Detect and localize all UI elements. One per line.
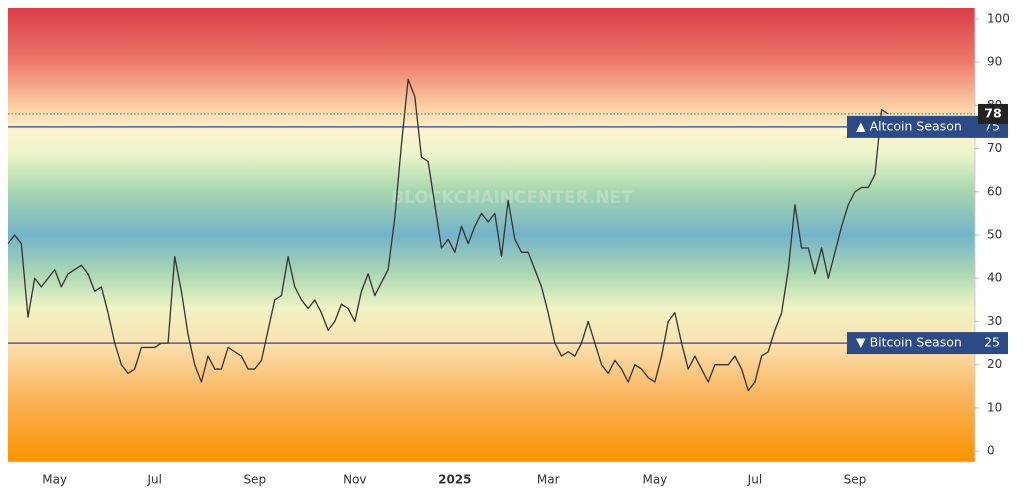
x-tick-label: May — [42, 473, 67, 487]
x-tick-label: Sep — [243, 473, 266, 487]
threshold-label: ▲ Altcoin Season — [856, 118, 962, 133]
threshold-value: 25 — [984, 335, 1000, 350]
x-tick-label: Sep — [844, 473, 867, 487]
x-tick-label: Jul — [747, 473, 762, 487]
y-tick-label: 100 — [987, 11, 1010, 25]
x-tick-label: Mar — [537, 473, 560, 487]
threshold-label-box — [847, 332, 1008, 355]
x-tick-label: May — [642, 473, 667, 487]
plot-background — [8, 8, 975, 462]
threshold-label: ▼ Bitcoin Season — [856, 335, 962, 350]
y-tick-label: 90 — [987, 55, 1002, 69]
current-value-label: 78 — [984, 105, 1001, 120]
y-tick-label: 50 — [987, 228, 1002, 242]
x-tick-label: 2025 — [438, 473, 471, 487]
x-tick-label: Nov — [343, 473, 366, 487]
x-tick-label: Jul — [146, 473, 161, 487]
y-tick-label: 40 — [987, 271, 1002, 285]
y-tick-label: 0 — [987, 444, 995, 458]
y-tick-label: 60 — [987, 184, 1002, 198]
index-line — [7, 78, 889, 392]
y-tick-label: 30 — [987, 314, 1002, 328]
y-tick-label: 10 — [987, 400, 1002, 414]
watermark: BLOCKCHAINCENTER.NET — [391, 188, 633, 208]
threshold-label-box — [847, 115, 1008, 138]
y-tick-label: 70 — [987, 141, 1002, 155]
y-tick-label: 20 — [987, 357, 1002, 371]
current-value-box — [978, 103, 1008, 124]
